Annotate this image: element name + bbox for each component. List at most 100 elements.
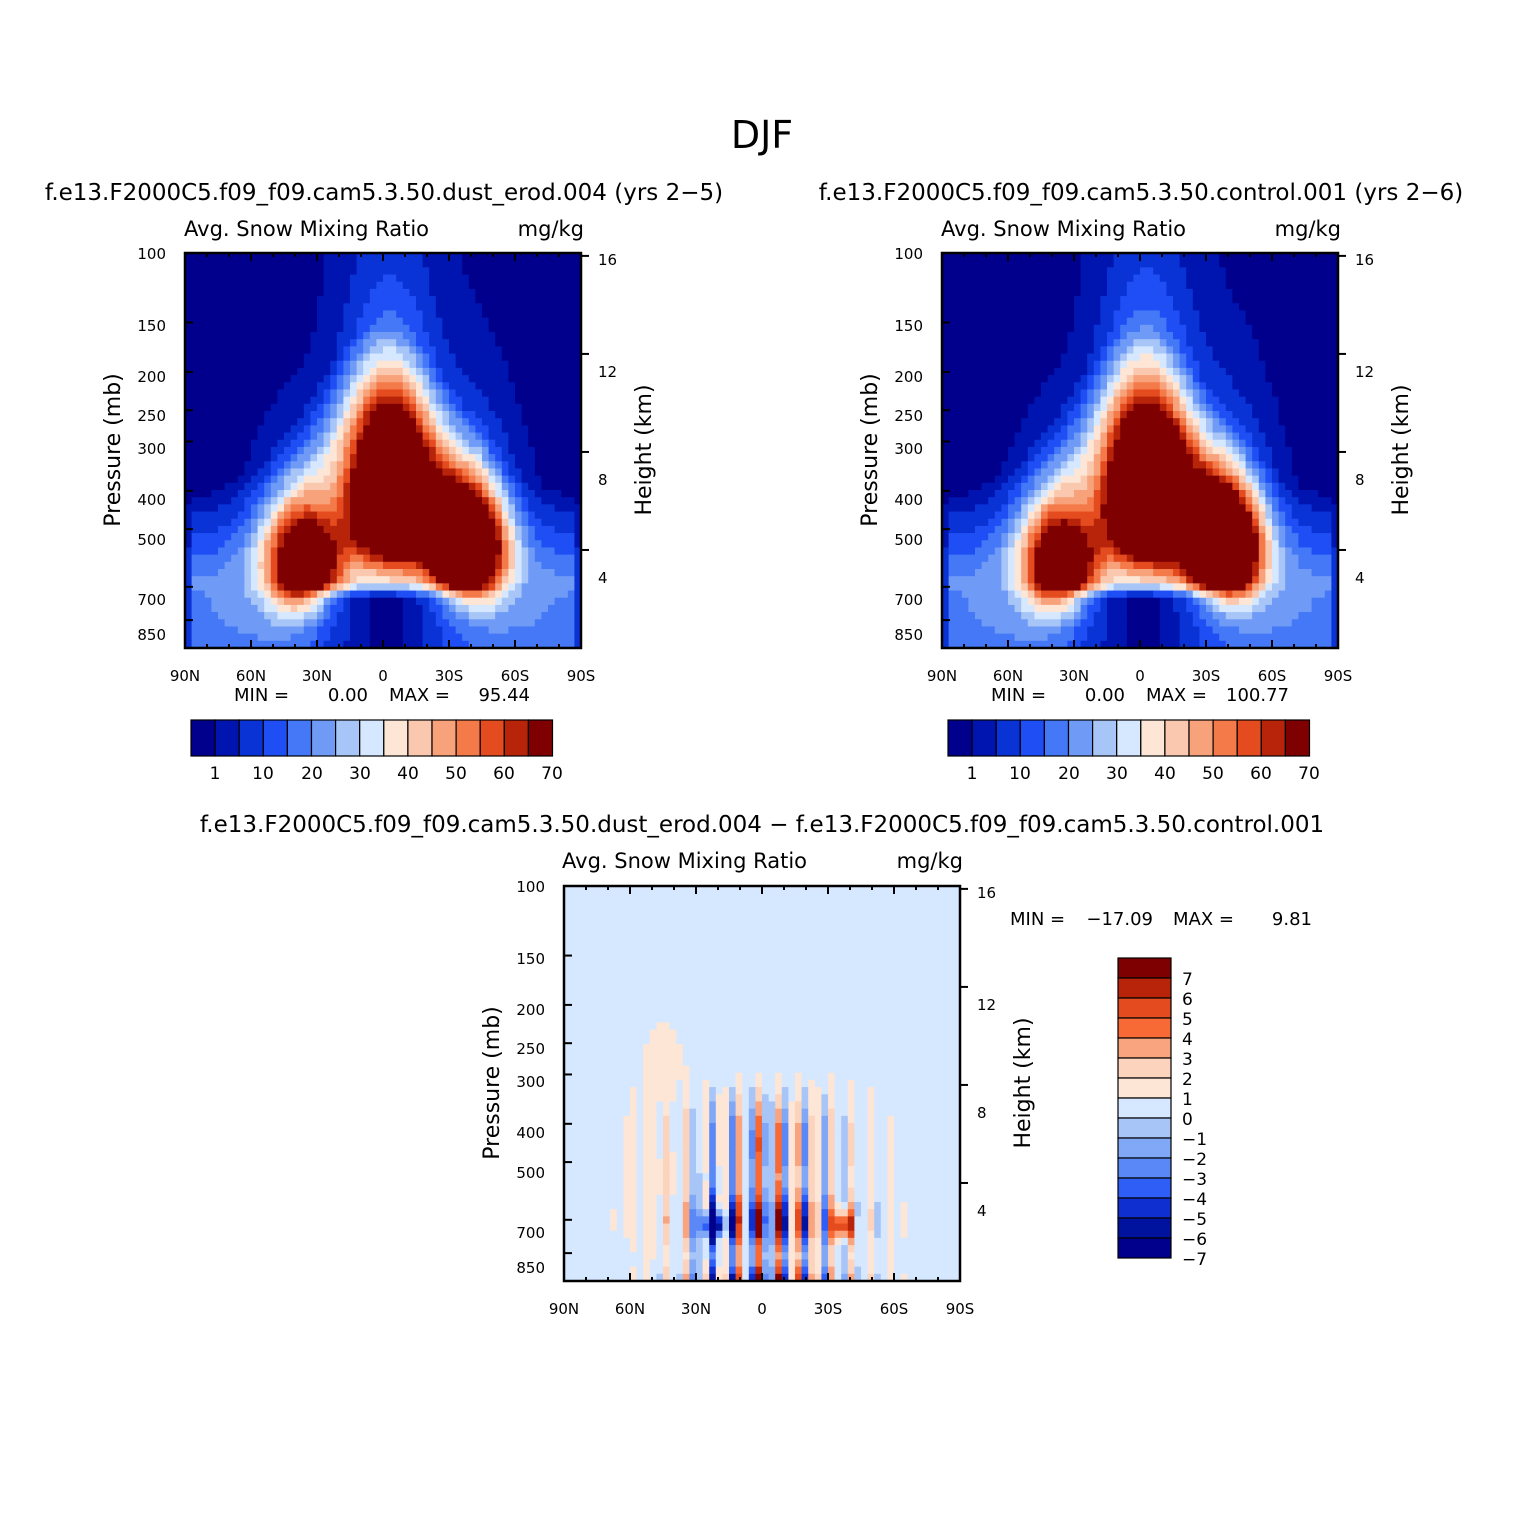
contour-cell [277,296,285,304]
contour-cell [323,274,331,283]
contour-cell [567,253,575,261]
contour-cell [495,590,503,599]
contour-cell [356,626,364,635]
contour-cell [416,411,424,419]
contour-cell [994,260,1002,268]
contour-cell [1100,367,1108,376]
contour-cell [554,339,562,347]
contour-cell [435,461,443,470]
contour-cell [955,267,963,276]
contour-cell [1225,418,1233,426]
contour-cell [1291,396,1299,405]
contour-cell [1021,317,1029,326]
contour-cell [455,576,463,584]
contour-cell [211,324,219,333]
contour-cell [422,468,430,477]
contour-cell [290,439,298,448]
contour-cell [574,482,582,491]
contour-cell [488,339,496,347]
contour-cell [1054,360,1062,369]
contour-cell [1225,425,1233,434]
contour-cell [1041,375,1049,383]
contour-cell [1252,418,1260,426]
contour-cell [429,640,437,649]
contour-cell [303,511,311,520]
contour-cell [567,590,575,599]
contour-cell [942,324,950,333]
contour-cell [501,346,509,355]
contour-cell [1311,418,1319,426]
contour-cell [1186,360,1194,369]
contour-cell [1107,296,1115,304]
contour-cell [1100,432,1108,441]
contour-cell [297,296,305,304]
contour-cell [1133,281,1141,290]
contour-cell [363,253,371,261]
contour-cell [409,518,417,527]
contour-cell [284,619,292,628]
contour-cell [442,490,450,498]
contour-cell [396,375,404,383]
contour-cell [495,332,503,340]
contour-cell [264,604,272,613]
contour-cell [1100,382,1108,391]
contour-cell [204,360,212,369]
contour-cell [1001,267,1009,276]
contour-cell [1153,367,1161,376]
contour-cell [548,583,556,592]
contour-cell [356,547,364,556]
contour-cell [561,274,569,283]
contour-cell [310,339,318,347]
contour-cell [468,604,476,613]
contour-cell [1206,403,1214,412]
contour-cell [1199,382,1207,391]
contour-cell [1080,382,1088,391]
contour-cell [1008,260,1016,268]
contour-cell [435,626,443,635]
contour-cell [204,504,212,513]
contour-cell [310,303,318,312]
contour-cell [1027,411,1035,419]
contour-cell [1239,324,1247,333]
contour-cell [548,425,556,434]
contour-cell [449,303,457,312]
contour-cell [508,497,516,505]
contour-cell [567,561,575,570]
contour-cell [251,253,259,261]
contour-cell [1265,303,1273,312]
contour-cell [1272,310,1280,319]
contour-cell [389,439,397,448]
contour-cell [284,511,292,520]
contour-cell [468,497,476,505]
contour-cell [185,411,193,419]
contour-cell [574,533,582,541]
contour-cell [350,353,358,362]
contour-cell [1140,411,1148,419]
contour-cell [1324,403,1332,412]
contour-cell [1192,411,1200,419]
contour-cell [1199,324,1207,333]
contour-cell [975,367,983,376]
contour-cell [284,367,292,376]
contour-cell [350,569,358,577]
contour-cell [284,403,292,412]
contour-cell [1186,317,1194,326]
contour-cell [1047,432,1055,441]
contour-cell [1140,396,1148,405]
contour-cell [1100,389,1108,398]
contour-cell [369,482,377,491]
contour-cell [303,375,311,383]
contour-cell [1067,360,1075,369]
contour-cell [541,317,549,326]
contour-cell [204,561,212,570]
contour-cell [475,554,483,563]
contour-cell [257,303,265,312]
contour-cell [310,446,318,455]
contour-cell [290,353,298,362]
contour-cell [955,281,963,290]
contour-cell [449,482,457,491]
contour-cell [988,353,996,362]
contour-cell [185,604,193,613]
contour-cell [1232,346,1240,355]
contour-cell [1008,332,1016,340]
